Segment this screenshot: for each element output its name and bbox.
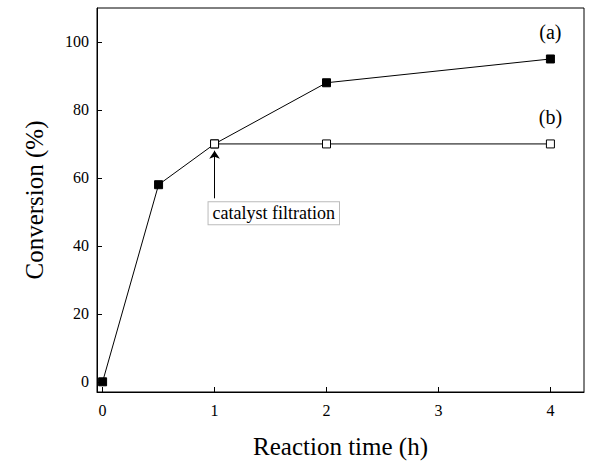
svg-text:(b): (b) xyxy=(539,106,562,129)
svg-text:20: 20 xyxy=(73,305,89,322)
svg-text:4: 4 xyxy=(546,402,554,419)
svg-text:1: 1 xyxy=(211,402,219,419)
svg-text:Reaction time (h): Reaction time (h) xyxy=(253,433,428,461)
svg-text:60: 60 xyxy=(73,169,89,186)
svg-text:0: 0 xyxy=(99,402,107,419)
svg-text:3: 3 xyxy=(434,402,442,419)
svg-text:80: 80 xyxy=(73,101,89,118)
svg-text:0: 0 xyxy=(81,373,89,390)
svg-text:40: 40 xyxy=(73,237,89,254)
svg-text:2: 2 xyxy=(323,402,331,419)
svg-text:(a): (a) xyxy=(539,21,561,44)
svg-text:100: 100 xyxy=(65,33,89,50)
svg-text:Conversion (%): Conversion (%) xyxy=(21,121,49,280)
svg-text:catalyst filtration: catalyst filtration xyxy=(213,203,335,223)
